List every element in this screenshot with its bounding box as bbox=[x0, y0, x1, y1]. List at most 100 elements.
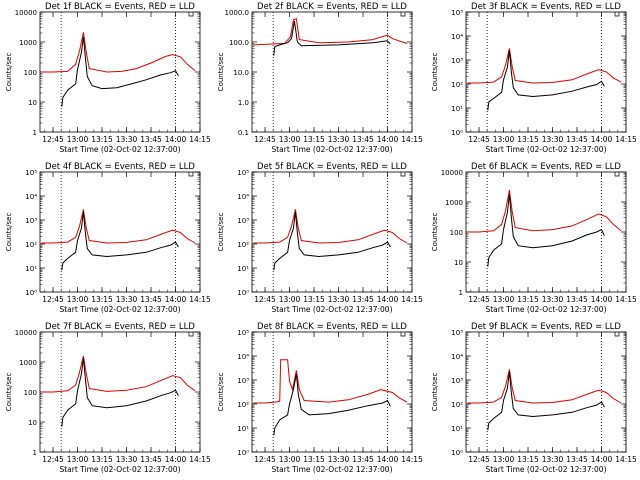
y-tick-label: 10² bbox=[237, 241, 249, 249]
x-tick-label: 13:30 bbox=[328, 455, 350, 464]
x-tick-label: 14:00 bbox=[165, 455, 187, 464]
y-tick-label: 1000 bbox=[445, 199, 463, 207]
y-tick-label: 1000.0 bbox=[225, 9, 250, 17]
y-axis-label: Counts/sec bbox=[431, 53, 439, 92]
x-tick-label: 13:30 bbox=[328, 135, 350, 144]
events-series-line bbox=[487, 194, 605, 267]
x-tick-label: 13:15 bbox=[303, 455, 325, 464]
panel-title: Det 6f BLACK = Events, RED = LLD bbox=[471, 162, 621, 172]
y-axis-label: Counts/sec bbox=[217, 213, 225, 252]
x-tick-label: 13:45 bbox=[140, 455, 162, 464]
y-tick-label: 1000 bbox=[19, 359, 37, 367]
y-tick-label: 10² bbox=[451, 401, 463, 409]
attenuator-marker bbox=[188, 332, 194, 337]
x-tick-label: 13:15 bbox=[517, 135, 539, 144]
attenuator-marker bbox=[188, 172, 194, 177]
events-series-line bbox=[273, 211, 391, 271]
x-tick-label: 14:00 bbox=[165, 295, 187, 304]
y-tick-label: 10¹ bbox=[237, 265, 249, 273]
x-tick-label: 13:15 bbox=[91, 135, 113, 144]
attenuator-marker bbox=[614, 12, 620, 17]
x-tick-label: 14:15 bbox=[615, 135, 637, 144]
y-tick-label: 10⁴ bbox=[237, 193, 249, 201]
x-tick-label: 13:00 bbox=[279, 135, 301, 144]
y-tick-label: 1 bbox=[459, 289, 463, 297]
lld-series-line bbox=[253, 18, 408, 46]
y-axis-label: Counts/sec bbox=[431, 373, 439, 412]
x-tick-label: 13:15 bbox=[517, 455, 539, 464]
events-series-line bbox=[61, 358, 179, 427]
y-tick-label: 10⁵ bbox=[237, 169, 249, 177]
y-axis-label: Counts/sec bbox=[5, 373, 13, 412]
x-tick-label: 12:45 bbox=[254, 295, 276, 304]
x-tick-label: 14:15 bbox=[401, 295, 423, 304]
x-tick-label: 13:45 bbox=[352, 135, 374, 144]
y-tick-label: 10¹ bbox=[25, 265, 37, 273]
y-tick-label: 10¹ bbox=[237, 425, 249, 433]
detector-panel-7: Det 7f BLACK = Events, RED = LLD 1 10 100 10… bbox=[5, 322, 211, 474]
x-tick-label: 12:45 bbox=[254, 455, 276, 464]
detector-panel-1: Det 1f BLACK = Events, RED = LLD 1 10 100 10… bbox=[5, 2, 211, 154]
detector-panel-5: Det 5f BLACK = Events, RED = LLD 10⁰ 10¹ 10… bbox=[217, 162, 423, 314]
y-tick-label: 0.1 bbox=[238, 129, 249, 137]
y-tick-label: 10⁴ bbox=[237, 353, 249, 361]
y-axis-label: Counts/sec bbox=[5, 213, 13, 252]
y-tick-label: 10² bbox=[237, 401, 249, 409]
panel-title: Det 4f BLACK = Events, RED = LLD bbox=[45, 162, 195, 172]
attenuator-marker bbox=[614, 332, 620, 337]
lld-series-line bbox=[467, 369, 622, 404]
lld-series-line bbox=[41, 209, 196, 244]
plot-frame bbox=[465, 331, 627, 453]
attenuator-marker bbox=[400, 12, 406, 17]
x-tick-label: 13:30 bbox=[542, 295, 564, 304]
x-tick-label: 13:15 bbox=[303, 295, 325, 304]
x-tick-label: 12:45 bbox=[468, 455, 490, 464]
x-tick-label: 13:15 bbox=[91, 455, 113, 464]
detector-panel-6: Det 6f BLACK = Events, RED = LLD 1 10 100 10… bbox=[431, 162, 637, 314]
x-tick-label: 14:15 bbox=[189, 295, 211, 304]
y-axis-label: Counts/sec bbox=[217, 373, 225, 412]
panel-title: Det 7f BLACK = Events, RED = LLD bbox=[45, 322, 195, 332]
detector-panel-3: Det 3f BLACK = Events, RED = LLD 10⁰ 10¹ 10… bbox=[431, 2, 637, 154]
y-tick-label: 100.0 bbox=[229, 39, 249, 47]
plot-frame bbox=[251, 331, 413, 453]
attenuator-marker bbox=[188, 12, 194, 17]
lld-series-line bbox=[41, 355, 196, 393]
x-tick-label: 13:45 bbox=[140, 135, 162, 144]
y-tick-label: 10.0 bbox=[233, 69, 249, 77]
x-tick-label: 14:15 bbox=[615, 455, 637, 464]
panel-title: Det 2f BLACK = Events, RED = LLD bbox=[257, 2, 407, 12]
events-series-line bbox=[61, 36, 179, 107]
x-tick-label: 14:00 bbox=[591, 455, 613, 464]
x-tick-label: 13:45 bbox=[566, 455, 588, 464]
x-tick-label: 13:30 bbox=[542, 455, 564, 464]
lld-series-line bbox=[41, 32, 196, 73]
x-tick-label: 14:00 bbox=[165, 135, 187, 144]
y-tick-label: 10³ bbox=[451, 377, 463, 385]
x-tick-label: 13:45 bbox=[352, 295, 374, 304]
x-tick-label: 14:00 bbox=[591, 135, 613, 144]
lld-series-line bbox=[253, 209, 408, 244]
x-axis-label: Start Time (02-Oct-02 12:37:00) bbox=[59, 465, 180, 474]
lld-series-line bbox=[467, 48, 622, 84]
x-tick-label: 12:45 bbox=[42, 135, 64, 144]
plot-frame bbox=[465, 11, 627, 133]
x-axis-label: Start Time (02-Oct-02 12:37:00) bbox=[271, 465, 392, 474]
y-tick-label: 10³ bbox=[237, 377, 249, 385]
x-tick-label: 13:00 bbox=[493, 455, 515, 464]
x-tick-label: 13:30 bbox=[116, 135, 138, 144]
y-tick-label: 10000 bbox=[441, 169, 463, 177]
y-tick-label: 100 bbox=[24, 389, 37, 397]
y-tick-label: 10000 bbox=[15, 329, 37, 337]
events-series-line bbox=[61, 211, 179, 271]
x-tick-label: 14:15 bbox=[189, 455, 211, 464]
x-tick-label: 14:15 bbox=[189, 135, 211, 144]
y-tick-label: 10 bbox=[454, 259, 463, 267]
x-tick-label: 12:45 bbox=[468, 295, 490, 304]
x-tick-label: 13:15 bbox=[91, 295, 113, 304]
panel-title: Det 1f BLACK = Events, RED = LLD bbox=[45, 2, 195, 12]
y-axis-label: Counts/sec bbox=[431, 213, 439, 252]
y-tick-label: 10⁵ bbox=[25, 169, 37, 177]
x-tick-label: 14:00 bbox=[591, 295, 613, 304]
